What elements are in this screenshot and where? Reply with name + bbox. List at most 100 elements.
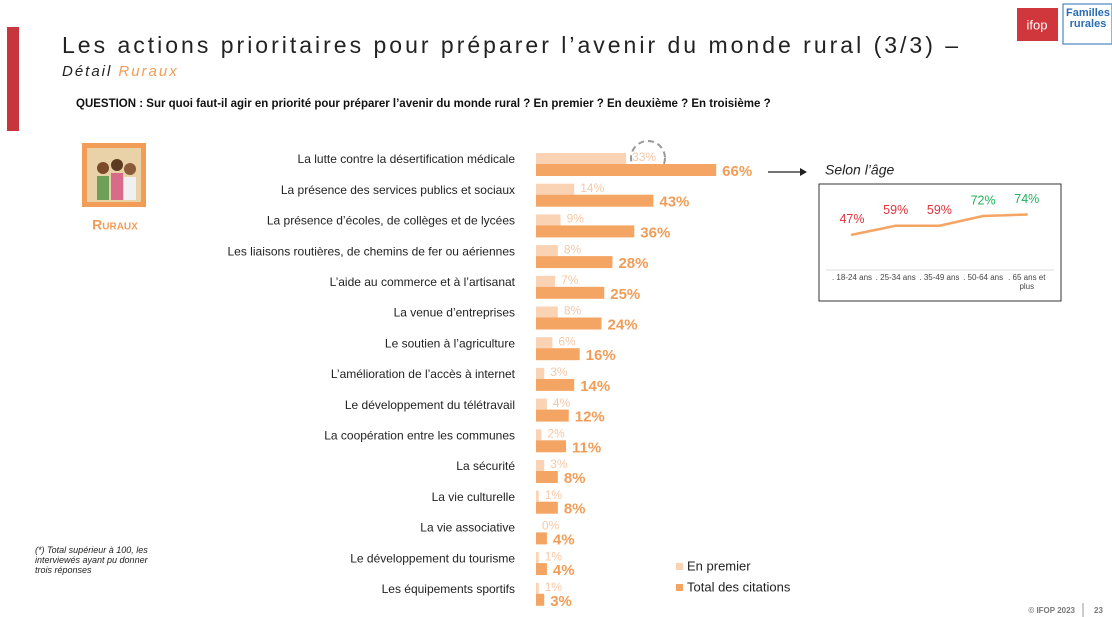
value-label: 36% — [640, 224, 670, 241]
segment-label: Ruraux — [92, 217, 138, 233]
partner-logo-text: Familles rurales — [1066, 8, 1110, 30]
bar-first — [536, 337, 552, 348]
category-label: La vie associative — [420, 521, 515, 535]
age-point — [1026, 213, 1028, 215]
value-label: 7% — [561, 273, 579, 287]
footer-copyright: © IFOP 2023 — [1028, 606, 1075, 615]
age-value-label: 47% — [839, 212, 864, 226]
bar-total — [536, 318, 602, 330]
ifop-logo-text: ifop — [1027, 17, 1048, 32]
category-label: La venue d’entreprises — [394, 306, 515, 320]
value-label: 2% — [547, 426, 565, 440]
value-label: 33% — [632, 150, 656, 164]
bar-total — [536, 379, 574, 391]
age-value-label: 59% — [927, 203, 952, 217]
value-label: 6% — [558, 334, 576, 348]
bar-total — [536, 410, 569, 422]
bar-total — [536, 195, 653, 207]
question: QUESTION : Sur quoi faut-il agir en prio… — [76, 98, 771, 110]
category-label: La présence des services publics et soci… — [281, 183, 515, 197]
value-label: 14% — [580, 181, 604, 195]
slide: Les actions prioritaires pour préparer l… — [0, 0, 1112, 617]
icon-person — [111, 159, 123, 171]
title: Les actions prioritaires pour préparer l… — [62, 32, 961, 58]
category-label: Les liaisons routières, de chemins de fe… — [228, 244, 516, 258]
bar-first — [536, 583, 539, 594]
bar-first — [536, 491, 539, 502]
age-value-label: 72% — [971, 193, 996, 207]
value-label: 9% — [567, 212, 585, 226]
value-label: 16% — [586, 347, 616, 364]
bar-first — [536, 276, 555, 287]
bar-first — [536, 184, 574, 195]
age-category-label: . 65 ans et plus — [1005, 273, 1049, 291]
category-label: Le développement du télétravail — [345, 398, 515, 412]
bar-first — [536, 214, 561, 225]
bar-first — [536, 399, 547, 410]
slide-graphics: Les actions prioritaires pour préparer l… — [0, 0, 1112, 617]
age-value-label: 74% — [1014, 192, 1039, 206]
category-label: Le développement du tourisme — [350, 551, 515, 565]
category-label: L’aide au commerce et à l’artisanat — [330, 275, 516, 289]
value-label: 3% — [550, 365, 568, 379]
icon-person — [97, 176, 109, 200]
inset-title: Selon l’âge — [825, 162, 894, 178]
bar-first — [536, 552, 539, 563]
value-label: 3% — [550, 593, 572, 610]
value-label: 14% — [580, 378, 610, 395]
category-label: Le soutien à l’agriculture — [385, 336, 515, 350]
value-label: 25% — [610, 286, 640, 303]
value-label: 28% — [618, 255, 648, 272]
footer-page: 23 — [1094, 606, 1103, 615]
bar-total — [536, 563, 547, 575]
value-label: 12% — [575, 409, 605, 426]
bar-total — [536, 594, 544, 606]
bar-total — [536, 471, 558, 483]
bar-first — [536, 429, 541, 440]
age-value-label: 59% — [883, 203, 908, 217]
age-point — [938, 225, 940, 227]
value-label: 8% — [564, 242, 582, 256]
accent-bar — [7, 27, 19, 131]
bar-total — [536, 287, 604, 299]
value-label: 8% — [564, 501, 586, 518]
age-point — [851, 234, 853, 236]
legend-swatch — [676, 584, 683, 591]
legend-label: En premier — [687, 558, 751, 573]
bar-first — [536, 307, 558, 318]
icon-person — [97, 162, 109, 174]
value-label: 4% — [553, 396, 571, 410]
bar-total — [536, 164, 716, 176]
category-label: La vie culturelle — [432, 490, 516, 504]
bar-first — [536, 460, 544, 471]
age-category-label: . 25-34 ans — [874, 273, 918, 282]
category-label: La coopération entre les communes — [324, 428, 515, 442]
icon-person — [124, 177, 136, 200]
category-label: La sécurité — [456, 459, 515, 473]
value-label: 24% — [608, 316, 638, 333]
value-label: 8% — [564, 470, 586, 487]
age-point — [982, 215, 984, 217]
value-label: 4% — [553, 562, 575, 579]
age-point — [895, 225, 897, 227]
bar-first — [536, 368, 544, 379]
bar-total — [536, 348, 580, 360]
bar-total — [536, 502, 558, 514]
category-label: L’amélioration de l’accès à internet — [331, 367, 516, 381]
value-label: 4% — [553, 531, 575, 548]
value-label: 8% — [564, 304, 582, 318]
category-label: La lutte contre la désertification médic… — [298, 152, 516, 166]
category-label: La présence d’écoles, de collèges et de … — [267, 214, 515, 228]
bar-total — [536, 532, 547, 544]
bar-total — [536, 225, 634, 237]
icon-person — [111, 173, 123, 200]
arrow-head — [800, 168, 807, 176]
bar-first — [536, 153, 626, 164]
value-label: 1% — [545, 488, 563, 502]
bar-total — [536, 256, 612, 268]
legend-swatch — [676, 563, 683, 570]
legend-label: Total des citations — [687, 579, 791, 594]
value-label: 66% — [722, 163, 752, 180]
category-label: Les équipements sportifs — [382, 582, 515, 596]
